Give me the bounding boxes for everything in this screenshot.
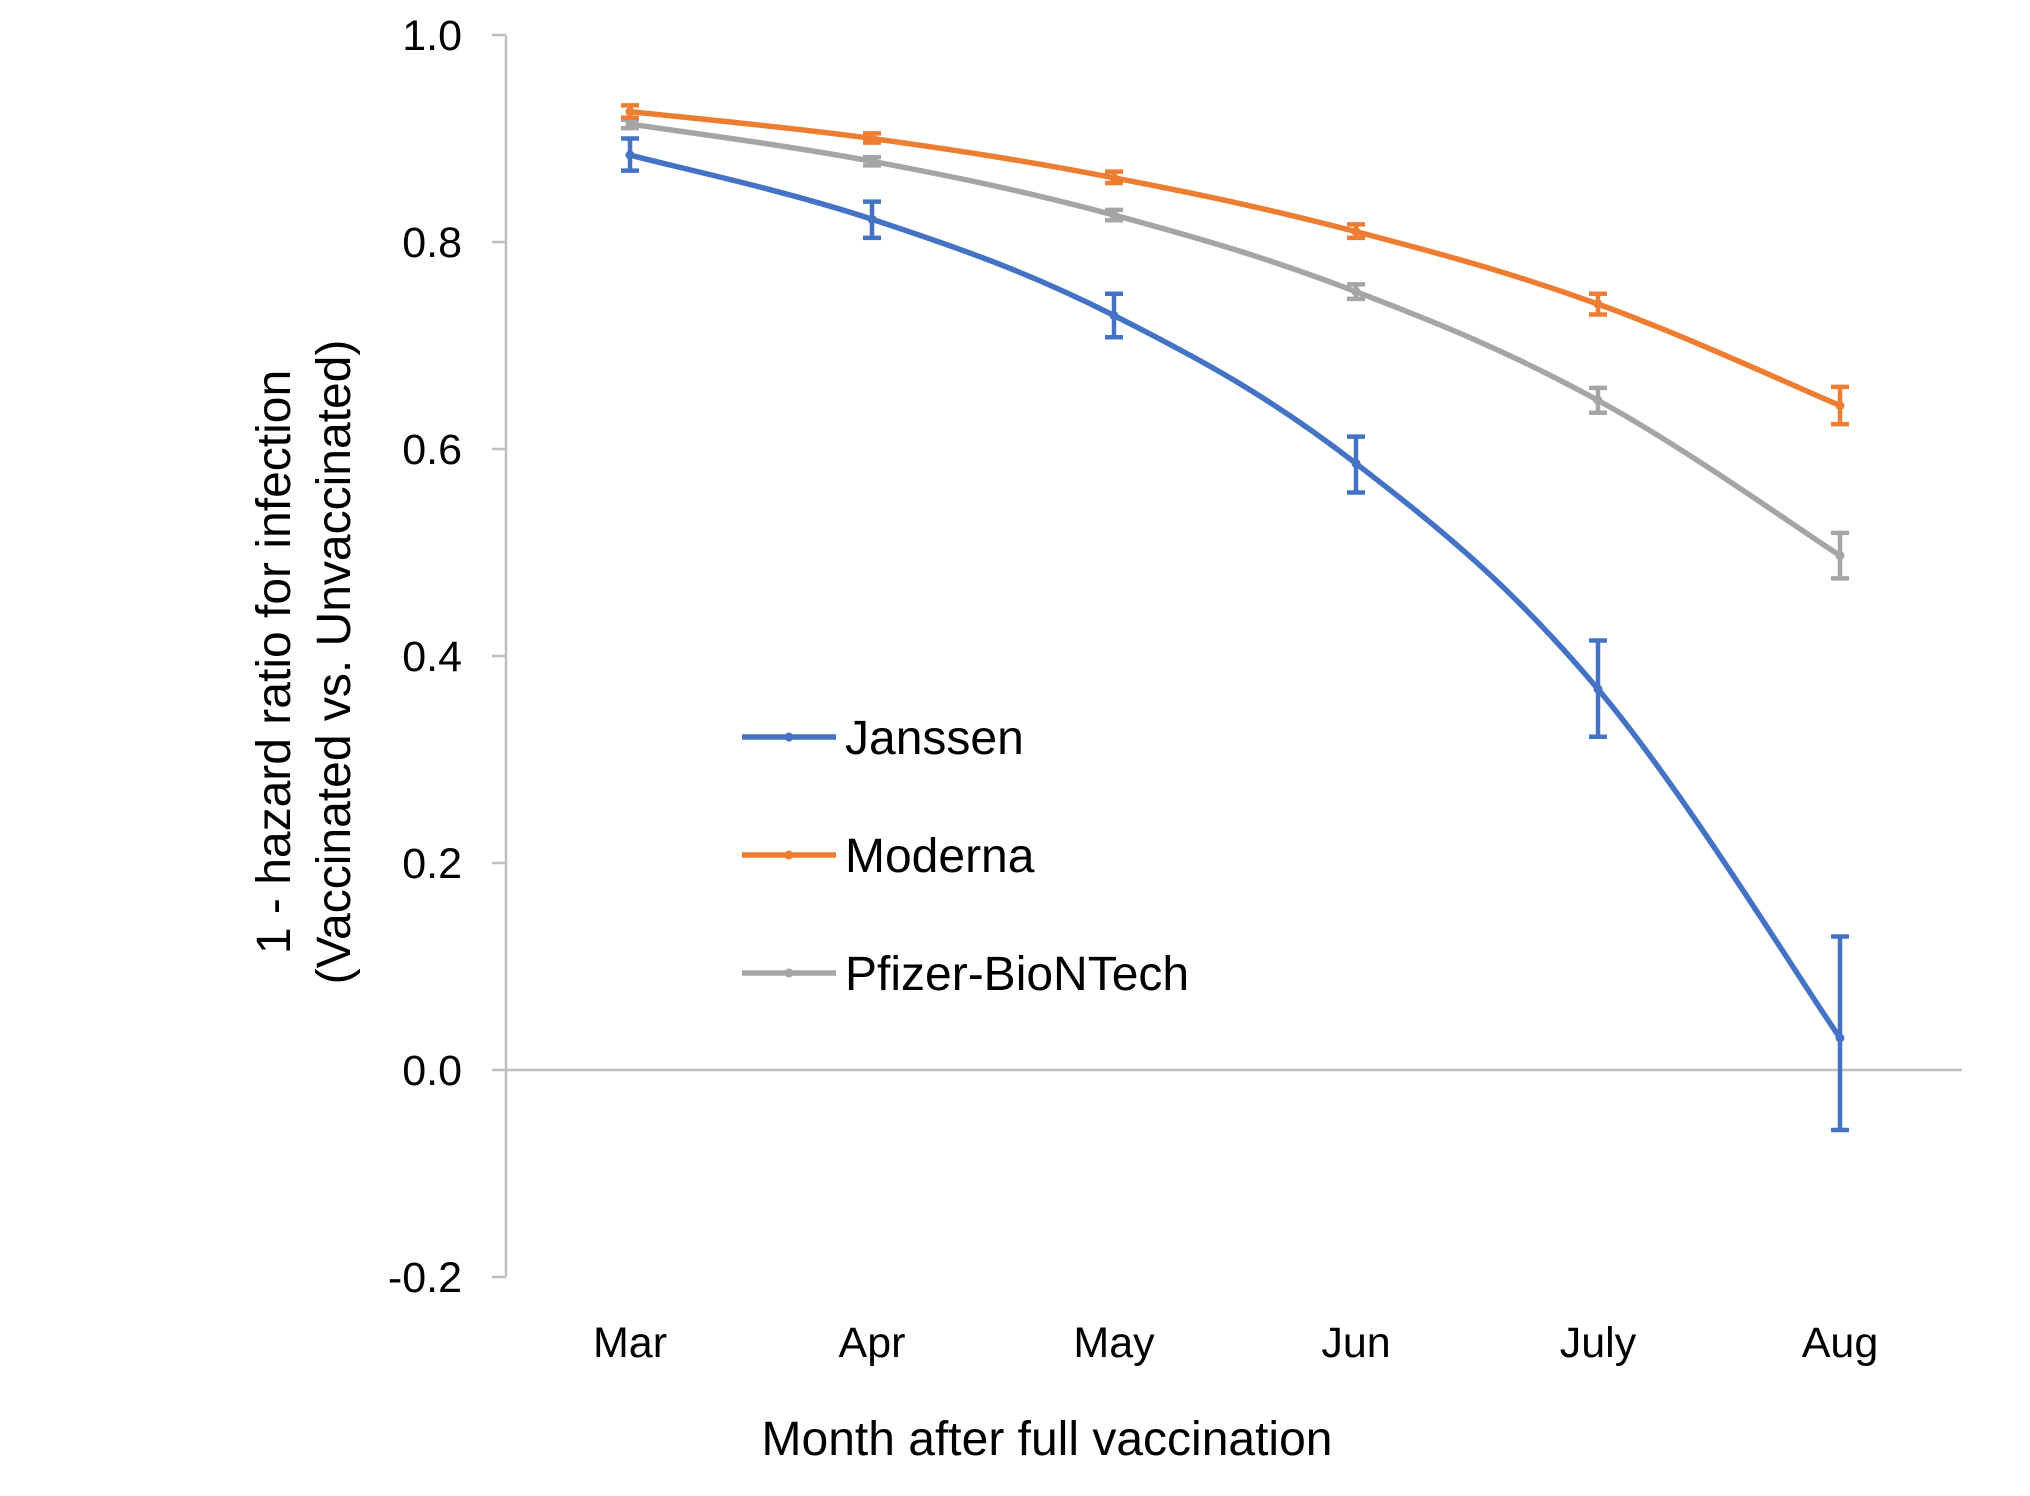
data-point — [625, 107, 635, 117]
series-line — [627, 152, 1843, 1041]
series-pfizer-biontech — [621, 117, 1849, 581]
legend: Janssen Moderna Pfizer-BioNTech — [742, 712, 1189, 1001]
legend-item-janssen: Janssen — [742, 712, 1024, 765]
data-point — [1835, 1033, 1845, 1043]
y-tick-label: 0.2 — [402, 840, 462, 888]
y-tick-label: 0.6 — [402, 426, 462, 474]
data-point — [867, 214, 877, 224]
data-point — [1593, 299, 1603, 309]
data-point — [1835, 551, 1845, 561]
data-point — [1351, 458, 1361, 468]
data-point — [1351, 287, 1361, 297]
x-tick-label: May — [1073, 1319, 1155, 1367]
x-tick-label: July — [1560, 1319, 1637, 1367]
data-point — [1593, 684, 1603, 694]
legend-label: Pfizer-BioNTech — [845, 948, 1189, 1001]
legend-item-pfizer-biontech: Pfizer-BioNTech — [742, 948, 1189, 1001]
legend-label: Janssen — [845, 712, 1024, 765]
y-tick-label: 0.4 — [402, 633, 462, 681]
data-point — [1593, 395, 1603, 405]
y-axis-title-line2: (Vaccinated vs. Unvaccinated) — [308, 340, 361, 985]
y-tick-label: 1.0 — [402, 12, 462, 60]
series-line — [627, 108, 1843, 409]
legend-swatch-marker — [784, 850, 794, 860]
legend-label: Moderna — [845, 830, 1035, 883]
data-point — [1109, 210, 1119, 220]
data-point — [1109, 310, 1119, 320]
x-axis-title: Month after full vaccination — [762, 1413, 1333, 1466]
axes: 1.0 0.8 0.6 0.4 0.2 0.0 -0.2 Mar Apr May Jun July Au… — [388, 12, 1962, 1367]
data-point — [1109, 173, 1119, 183]
series-janssen — [621, 136, 1849, 1133]
legend-swatch-marker — [784, 732, 794, 742]
y-axis-title-line1: 1 - hazard ratio for infection — [248, 370, 301, 954]
data-point — [867, 134, 877, 143]
data-point — [867, 156, 877, 166]
series-group — [621, 103, 1849, 1133]
x-tick-label: Apr — [839, 1319, 906, 1367]
y-tick-label: -0.2 — [388, 1254, 462, 1302]
y-tick-label: 0.0 — [402, 1047, 462, 1095]
legend-swatch-marker — [784, 968, 794, 978]
data-point — [625, 150, 635, 160]
x-tick-label: Aug — [1802, 1319, 1879, 1367]
y-tick-label: 0.8 — [402, 219, 462, 267]
series-line — [627, 121, 1843, 559]
x-tick-label: Jun — [1321, 1319, 1390, 1367]
data-point — [625, 119, 635, 129]
data-point — [1835, 401, 1845, 411]
series-moderna — [621, 103, 1849, 427]
legend-item-moderna: Moderna — [742, 830, 1035, 883]
data-point — [1351, 227, 1361, 237]
x-tick-label: Mar — [593, 1319, 667, 1367]
